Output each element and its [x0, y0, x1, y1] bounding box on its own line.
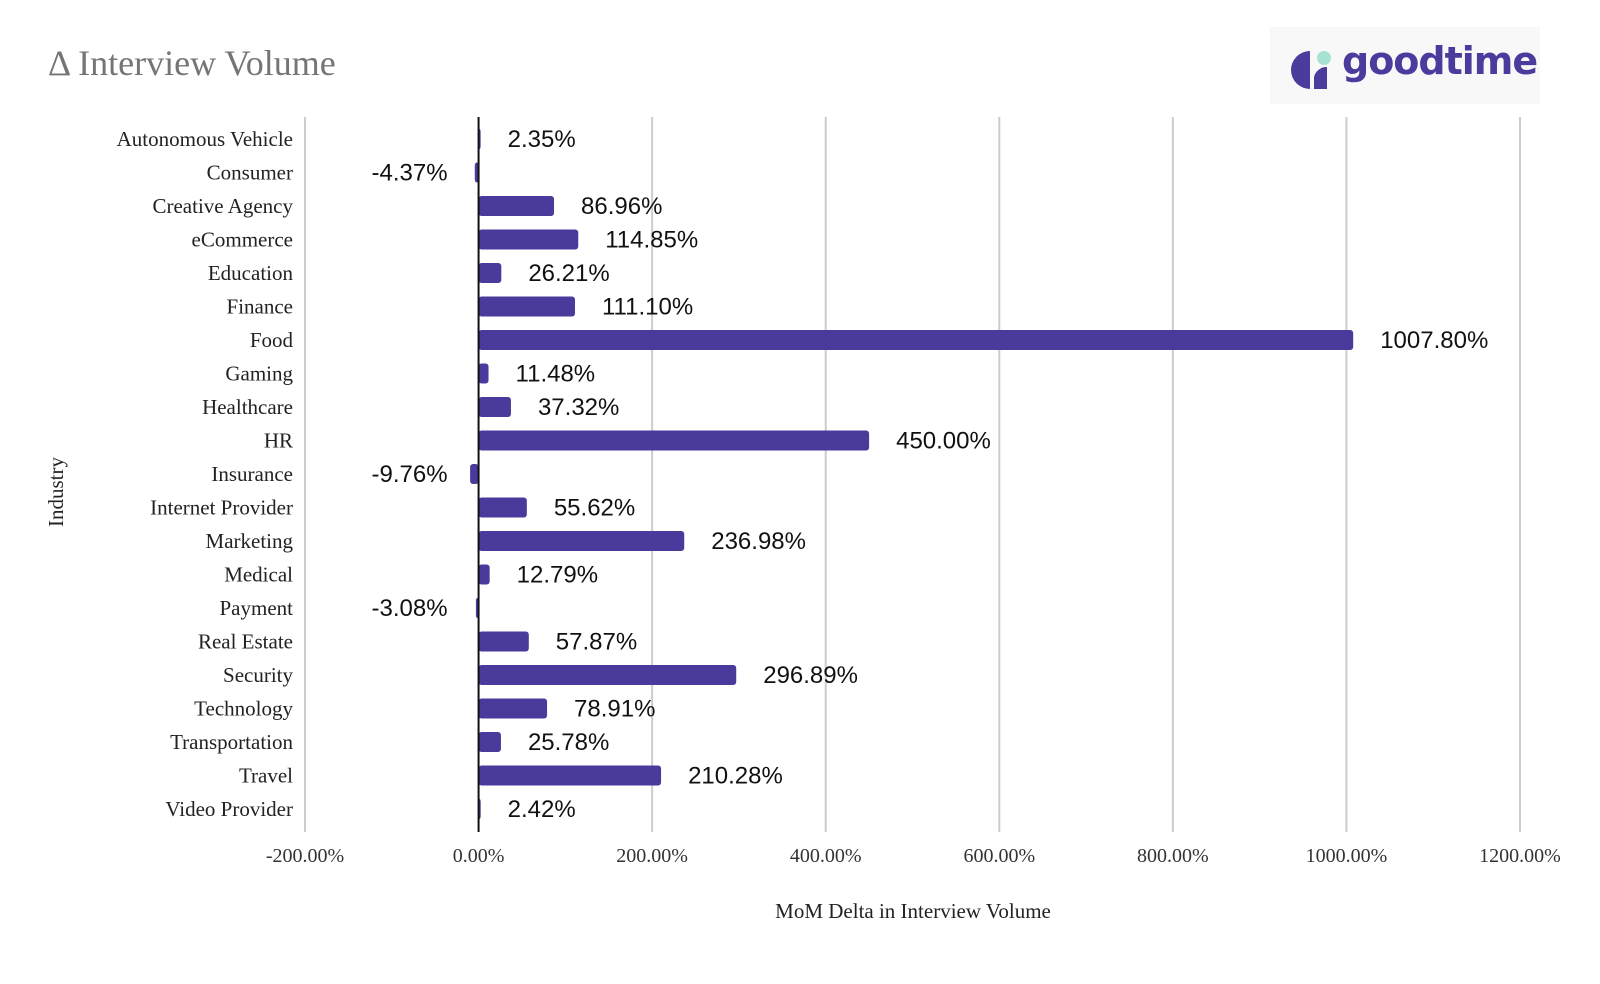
data-label: 236.98% [711, 528, 806, 555]
bar [478, 296, 575, 317]
logo-text: goodtime [1342, 39, 1538, 83]
category-label: Real Estate [198, 630, 293, 654]
x-tick-label: 1200.00% [1479, 845, 1561, 867]
bar [478, 497, 527, 518]
category-label: Gaming [225, 362, 293, 386]
data-label: 37.32% [538, 394, 619, 421]
category-label: Creative Agency [152, 194, 293, 218]
bar [478, 363, 489, 384]
bar [478, 665, 737, 685]
bar [478, 263, 502, 283]
bar [478, 430, 870, 451]
data-label: 55.62% [554, 495, 635, 522]
category-label: Payment [220, 596, 294, 620]
data-label: 111.10% [602, 294, 693, 321]
data-label: -9.76% [372, 461, 448, 488]
x-tick-label: 200.00% [616, 845, 688, 867]
data-label: -4.37% [372, 160, 448, 187]
data-label: 12.79% [517, 562, 598, 589]
goodtime-logo: goodtime [1270, 27, 1540, 104]
data-label: 210.28% [688, 763, 783, 790]
x-tick-label: 400.00% [790, 845, 862, 867]
bar [478, 698, 548, 719]
category-label: Finance [227, 295, 293, 319]
data-label: 296.89% [763, 662, 858, 689]
data-label: 26.21% [528, 260, 609, 287]
bar [478, 330, 1354, 350]
x-tick-label: -200.00% [266, 845, 344, 867]
bar [478, 765, 662, 786]
data-label: -3.08% [372, 595, 448, 622]
data-label: 1007.80% [1380, 327, 1488, 354]
bar [478, 229, 579, 250]
category-label: Consumer [207, 161, 293, 185]
data-label: 450.00% [896, 428, 991, 455]
category-label: Video Provider [165, 797, 293, 821]
data-label: 25.78% [528, 729, 609, 756]
bar [478, 732, 501, 752]
bar [478, 196, 555, 216]
category-label: Healthcare [202, 395, 293, 419]
x-tick-label: 1000.00% [1306, 845, 1388, 867]
data-label: 2.42% [508, 796, 576, 823]
data-label: 114.85% [605, 227, 698, 254]
category-label: Medical [224, 563, 293, 587]
category-label: Insurance [211, 462, 293, 486]
chart-title: Δ Interview Volume [48, 43, 336, 83]
category-label: Internet Provider [150, 496, 293, 520]
category-label: eCommerce [192, 228, 293, 252]
bar [478, 564, 490, 585]
bar [478, 631, 529, 652]
category-label: Marketing [206, 529, 294, 553]
bar [478, 397, 511, 417]
category-label: Autonomous Vehicle [117, 127, 293, 151]
category-label: Technology [194, 697, 293, 721]
data-label: 78.91% [574, 696, 655, 723]
data-label: 2.35% [508, 126, 576, 153]
x-axis-title: MoM Delta in Interview Volume [775, 899, 1051, 923]
x-tick-label: 0.00% [453, 845, 505, 867]
data-label: 57.87% [556, 629, 637, 656]
data-label: 11.48% [516, 361, 596, 388]
category-label: HR [264, 429, 293, 453]
category-label: Security [223, 663, 293, 687]
x-tick-label: 800.00% [1137, 845, 1209, 867]
data-label: 86.96% [581, 193, 662, 220]
category-label: Transportation [170, 730, 293, 754]
y-axis-title: Industry [44, 457, 68, 527]
category-label: Food [250, 328, 294, 352]
category-label: Education [208, 261, 294, 285]
bar [478, 531, 685, 551]
x-tick-label: 600.00% [963, 845, 1035, 867]
bar [470, 464, 479, 484]
category-label: Travel [239, 764, 293, 788]
logo-mark-icon [1291, 51, 1331, 89]
